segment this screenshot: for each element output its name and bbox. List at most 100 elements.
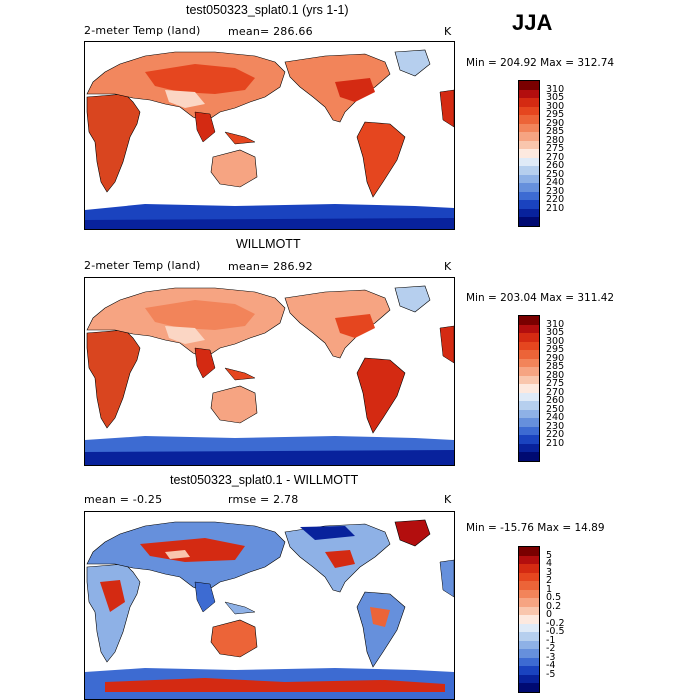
colorbar-label: 290: [546, 352, 565, 364]
panel-3-colorbar: 5 4 3 2 1 0.5 0.2 0 -0.2 -0.5 -1 -2 -3 -4 -5: [518, 546, 565, 693]
colorbar-label: 4: [546, 558, 553, 570]
panel-3-minmax: Min = -15.76 Max = 14.89: [466, 522, 605, 534]
colorbar-box: [519, 367, 539, 377]
colorbar-label: 260: [546, 395, 565, 407]
colorbar-label: -5: [546, 668, 556, 680]
colorbar-box: [519, 157, 539, 167]
colorbar-box: [519, 572, 539, 582]
colorbar-box: [519, 123, 539, 133]
colorbar-box: [519, 547, 539, 557]
panel-1-field: 2-meter Temp (land): [84, 24, 201, 37]
colorbar-box: [519, 564, 539, 574]
colorbar-box: [519, 149, 539, 159]
colorbar-label: 0.5: [546, 592, 562, 604]
colorbar-box: [519, 350, 539, 360]
colorbar-label: 3: [546, 566, 553, 578]
colorbar-box: [519, 324, 539, 334]
colorbar-box: [519, 615, 539, 625]
colorbar-box: [519, 316, 539, 326]
colorbar-box: [519, 392, 539, 402]
colorbar-box: [519, 649, 539, 659]
colorbar-label: 280: [546, 369, 565, 381]
colorbar-box: [519, 132, 539, 142]
colorbar-label: 295: [546, 109, 565, 121]
colorbar-label: 300: [546, 100, 565, 112]
colorbar-box: [519, 623, 539, 633]
colorbar-label: -0.5: [546, 626, 565, 638]
panel-1-mean: mean= 286.66: [228, 25, 313, 38]
panel-2-map: [84, 277, 455, 466]
colorbar-box: [519, 333, 539, 343]
colorbar-box: [519, 375, 539, 385]
colorbar-box: [519, 208, 539, 218]
colorbar-label: 220: [546, 194, 565, 206]
colorbar-label: 295: [546, 344, 565, 356]
panel-1-minmax: Min = 204.92 Max = 312.74: [466, 57, 615, 69]
season-label: JJA: [512, 10, 553, 35]
colorbar-label: 285: [546, 126, 565, 138]
colorbar-box: [519, 409, 539, 419]
panel-3-title: test050323_splat0.1 - WILLMOTT: [170, 473, 359, 487]
colorbar-label: 260: [546, 160, 565, 172]
panel-1-units: K: [444, 25, 452, 38]
panel-2-title: WILLMOTT: [236, 237, 301, 251]
colorbar-label: 210: [546, 437, 565, 449]
panel-1-map: [84, 41, 455, 230]
colorbar-label: 240: [546, 177, 565, 189]
colorbar-label: -0.2: [546, 617, 565, 629]
colorbar-label: 220: [546, 429, 565, 441]
colorbar-box: [519, 435, 539, 445]
colorbar-box: [519, 200, 539, 210]
colorbar-label: 305: [546, 92, 565, 104]
colorbar-box: [519, 452, 539, 462]
colorbar-label: -2: [546, 643, 556, 655]
colorbar-box: [519, 657, 539, 667]
panel-2-field: 2-meter Temp (land): [84, 259, 201, 272]
colorbar-label: 230: [546, 420, 565, 432]
colorbar-label: 290: [546, 117, 565, 129]
colorbar-label: 285: [546, 361, 565, 373]
colorbar-label: 250: [546, 168, 565, 180]
panel-2-mean: mean= 286.92: [228, 260, 313, 273]
panel-2-minmax: Min = 203.04 Max = 311.42: [466, 292, 615, 304]
panel-3-map-canvas: [85, 519, 454, 699]
colorbar-box: [519, 589, 539, 599]
panel-2-units: K: [444, 260, 452, 273]
colorbar-box: [519, 674, 539, 684]
colorbar-box: [519, 106, 539, 116]
colorbar-label: 280: [546, 134, 565, 146]
colorbar-label: 310: [546, 318, 565, 330]
colorbar-box: [519, 384, 539, 394]
colorbar-box: [519, 640, 539, 650]
colorbar-label: 5: [546, 549, 553, 561]
colorbar-label: 250: [546, 403, 565, 415]
colorbar-label: 1: [546, 583, 553, 595]
colorbar-box: [519, 217, 539, 227]
colorbar-label: -3: [546, 651, 556, 663]
colorbar-box: [519, 81, 539, 91]
colorbar-box: [519, 191, 539, 201]
colorbar-box: [519, 555, 539, 565]
colorbar-label: 2: [546, 575, 553, 587]
colorbar-box: [519, 598, 539, 608]
colorbar-box: [519, 632, 539, 642]
colorbar-box: [519, 183, 539, 193]
colorbar-box: [519, 666, 539, 676]
colorbar-box: [519, 443, 539, 453]
panel-1-map-canvas: [85, 49, 454, 229]
colorbar-box: [519, 89, 539, 99]
colorbar-box: [519, 418, 539, 428]
colorbar-label: 300: [546, 335, 565, 347]
colorbar-label: 275: [546, 143, 565, 155]
panel-2-map-canvas: [85, 285, 454, 465]
colorbar-box: [519, 683, 539, 693]
colorbar-box: [519, 341, 539, 351]
panel-3-mean: mean = -0.25: [84, 493, 163, 506]
colorbar-label: 230: [546, 185, 565, 197]
colorbar-box: [519, 174, 539, 184]
colorbar-label: 0.2: [546, 600, 562, 612]
panel-2-colorbar: 310 305 300 295 290 285 280 275 270 260 250 240 230 2…: [518, 315, 564, 462]
colorbar-label: 270: [546, 151, 565, 163]
colorbar-label: -1: [546, 634, 556, 646]
colorbar-label: 270: [546, 386, 565, 398]
